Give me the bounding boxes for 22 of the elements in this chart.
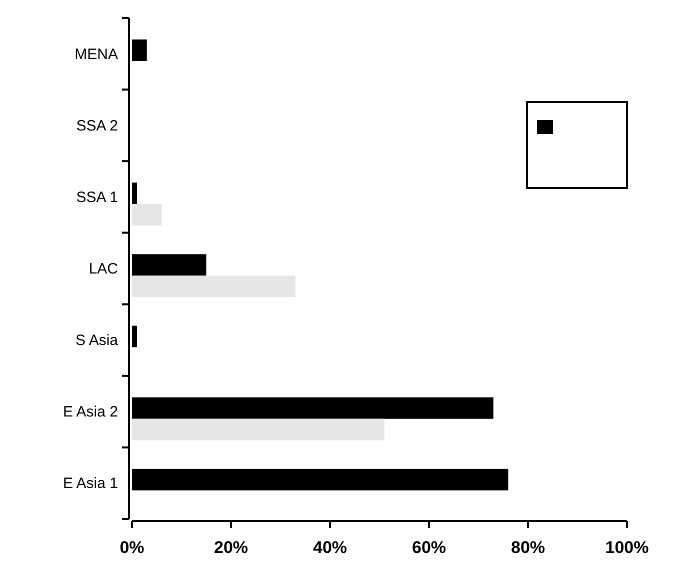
- bar: [132, 276, 296, 298]
- bar: [132, 254, 206, 276]
- x-tick-label: 0%: [120, 538, 144, 557]
- bar: [132, 204, 162, 226]
- y-tick-label: MENA: [74, 46, 118, 63]
- bar: [132, 397, 494, 419]
- bar: [132, 418, 384, 440]
- x-tick-label: 20%: [214, 538, 248, 557]
- x-tick-label: 80%: [510, 538, 546, 557]
- bar: [132, 468, 508, 490]
- x-tick-label: 60%: [412, 538, 446, 557]
- y-tick-label: LAC: [88, 260, 118, 278]
- bar: [132, 326, 137, 348]
- x-tick-label: 100%: [605, 538, 649, 557]
- bar: [132, 39, 147, 61]
- y-tick-label: SSA 2: [76, 117, 118, 134]
- y-tick-label: SSA 1: [76, 188, 118, 206]
- y-tick-label: E Asia 2: [62, 404, 118, 421]
- bar: [132, 182, 137, 204]
- y-tick-label: E Asia 1: [62, 475, 118, 492]
- x-tick-label: 40%: [312, 538, 348, 557]
- y-tick-label: S Asia: [75, 332, 119, 350]
